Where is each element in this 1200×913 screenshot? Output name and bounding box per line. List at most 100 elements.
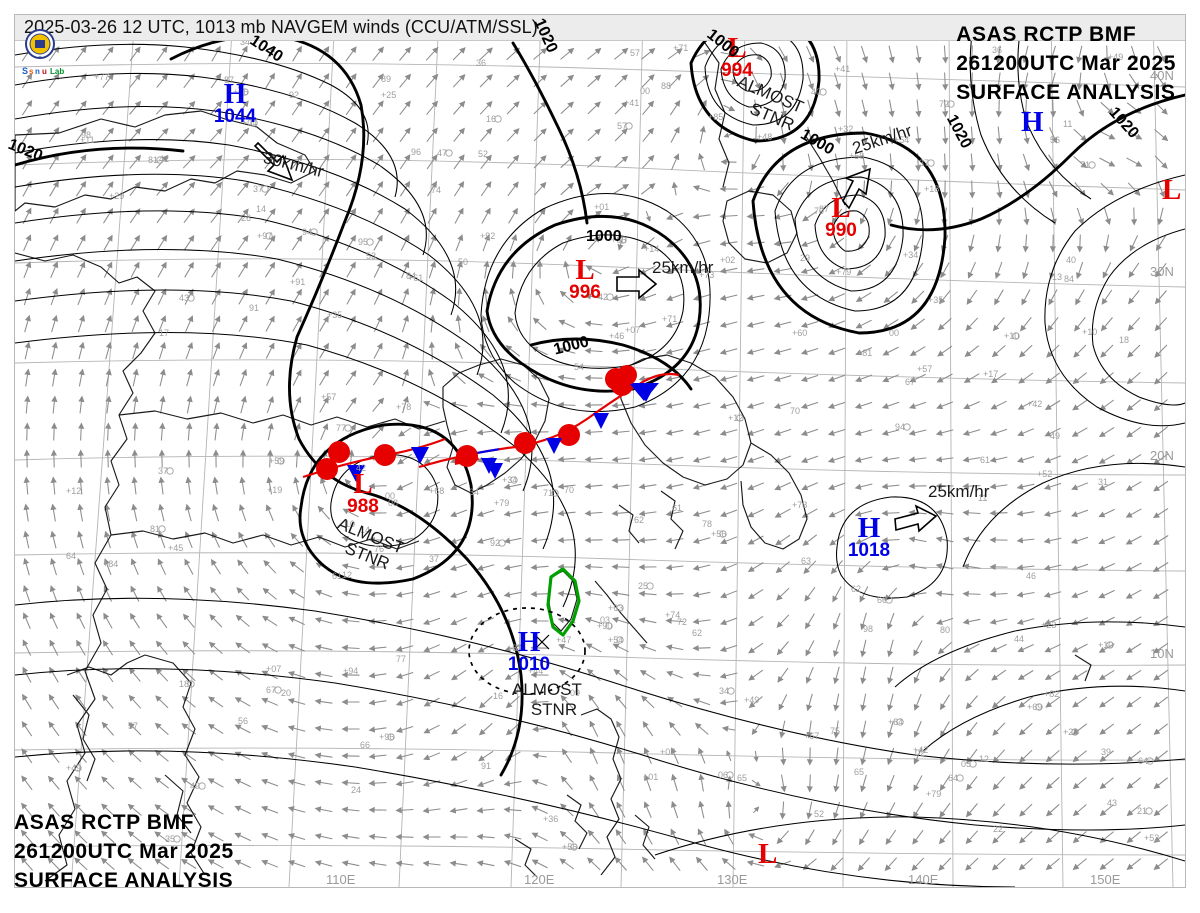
pressure-center-l988[interactable]: L 988 <box>334 470 392 518</box>
svg-text:s: s <box>29 67 34 76</box>
motion-arrow-h1044 <box>253 141 294 182</box>
svg-text:+71: +71 <box>673 43 688 53</box>
svg-text:+94: +94 <box>343 666 358 676</box>
svg-text:47: 47 <box>437 148 447 158</box>
svg-text:11: 11 <box>1063 119 1072 129</box>
svg-text:05: 05 <box>961 759 971 769</box>
isobars <box>15 15 1185 887</box>
cold-front-barbs-lower <box>347 447 429 482</box>
svg-text:+10: +10 <box>1082 327 1097 337</box>
svg-text:56: 56 <box>1050 135 1060 145</box>
pressure-center-h1010[interactable]: H 1010 <box>500 626 558 676</box>
svg-text:84: 84 <box>1064 274 1074 284</box>
svg-text:+36: +36 <box>543 814 558 824</box>
lon-label-140e: 140E <box>908 872 939 887</box>
svg-text:61: 61 <box>672 503 682 513</box>
svg-text:03: 03 <box>600 615 610 625</box>
chart-title: 2025-03-26 12 UTC, 1013 mb NAVGEM winds … <box>24 17 538 37</box>
svg-text:+49: +49 <box>744 695 759 705</box>
svg-text:26: 26 <box>241 213 251 223</box>
pressure-center-h1018[interactable]: H 1018 <box>840 514 898 562</box>
map-canvas: 67 71 +19 +52 +57 37 34 +79 +82 +45 52 00 11 29 +52 42 +… <box>15 15 1185 887</box>
svg-text:63: 63 <box>801 556 811 566</box>
svg-text:64: 64 <box>948 773 958 783</box>
svg-text:64: 64 <box>66 551 76 561</box>
svg-text:70: 70 <box>564 485 574 495</box>
svg-text:+14: +14 <box>644 244 659 254</box>
svg-text:+84: +84 <box>888 717 903 727</box>
svg-text:34: 34 <box>240 37 250 47</box>
svg-text:+35: +35 <box>327 310 342 320</box>
svg-text:+56: +56 <box>562 842 577 852</box>
svg-text:67: 67 <box>266 685 276 695</box>
low-symbol: L <box>575 254 595 286</box>
svg-text:37: 37 <box>253 184 263 194</box>
svg-text:+25: +25 <box>381 90 396 100</box>
h1010-uncertainty-ellipse <box>468 607 586 695</box>
svg-text:49: 49 <box>190 781 200 791</box>
institution-logo: ★ S s n u Lab <box>22 29 64 76</box>
stnr-label-h1010: ALMOST STNR <box>512 680 582 720</box>
svg-text:91: 91 <box>249 303 259 313</box>
svg-text:18: 18 <box>179 679 189 689</box>
svg-text:+54: +54 <box>894 135 909 145</box>
svg-text:81: 81 <box>148 155 158 165</box>
svg-text:71: 71 <box>1080 160 1090 170</box>
svg-text:57: 57 <box>617 121 627 131</box>
svg-text:62: 62 <box>692 628 702 638</box>
svg-text:00: 00 <box>889 328 899 338</box>
svg-text:+57: +57 <box>917 364 932 374</box>
svg-text:14: 14 <box>360 525 370 535</box>
motion-arrows <box>253 141 938 650</box>
pressure-center-l990[interactable]: L 990 <box>812 194 870 242</box>
pressure-center-l-right[interactable]: L <box>1162 174 1182 206</box>
svg-text:+19: +19 <box>267 485 282 495</box>
svg-text:20: 20 <box>281 688 291 698</box>
pressure-center-l994[interactable]: L 994 <box>708 34 766 82</box>
svg-text:96: 96 <box>411 147 421 157</box>
svg-text:75: 75 <box>830 726 840 736</box>
svg-text:+69: +69 <box>1027 702 1042 712</box>
svg-text:+49: +49 <box>1108 52 1123 62</box>
svg-text:43: 43 <box>1107 798 1117 808</box>
pressure-center-h1044[interactable]: H 1044 <box>206 80 264 128</box>
svg-text:12: 12 <box>979 754 989 764</box>
svg-text:98: 98 <box>863 624 873 634</box>
pressure-center-h-right[interactable]: H <box>1021 106 1044 138</box>
svg-text:61: 61 <box>980 455 990 465</box>
svg-text:+77: +77 <box>94 72 109 82</box>
svg-text:10: 10 <box>345 519 355 529</box>
high-symbol: H <box>517 626 541 658</box>
isobar-label-1000-l996: 1000 <box>586 228 622 245</box>
speed-label-h1018: 25km/hr <box>928 482 990 501</box>
svg-text:34: 34 <box>719 686 729 696</box>
speed-label-l996: 25km/hr <box>652 258 714 277</box>
motion-arrow-h1010 <box>534 634 550 650</box>
pressure-center-l-bottom[interactable]: L <box>758 838 778 870</box>
svg-text:37: 37 <box>919 158 929 168</box>
svg-text:Lab: Lab <box>50 67 64 76</box>
svg-text:43: 43 <box>179 293 189 303</box>
pressure-value: 988 <box>347 496 379 517</box>
svg-text:+29: +29 <box>1063 727 1078 737</box>
svg-text:+82: +82 <box>1044 689 1059 699</box>
svg-text:+34: +34 <box>903 250 918 260</box>
svg-text:80: 80 <box>940 625 950 635</box>
svg-text:+46: +46 <box>609 331 624 341</box>
svg-text:+11: +11 <box>80 135 95 145</box>
footer-block: ASAS RCTP BMF 261200UTC Mar 2025 SURFACE… <box>14 808 234 895</box>
pressure-center-l996[interactable]: L 996 <box>556 254 614 304</box>
svg-text:+66: +66 <box>233 87 248 97</box>
footer-line-2: 261200UTC Mar 2025 <box>14 840 234 863</box>
stnr-line-2: STNR <box>530 700 578 719</box>
svg-text:+61: +61 <box>408 273 423 283</box>
svg-text:40: 40 <box>1066 255 1076 265</box>
svg-text:72: 72 <box>677 617 687 627</box>
svg-text:72: 72 <box>939 99 949 109</box>
svg-text:u: u <box>42 67 47 76</box>
svg-text:00: 00 <box>640 86 650 96</box>
pressure-value: 1044 <box>213 106 257 127</box>
svg-text:+63: +63 <box>608 603 623 613</box>
lat-label-30n: 30N <box>1150 264 1174 279</box>
